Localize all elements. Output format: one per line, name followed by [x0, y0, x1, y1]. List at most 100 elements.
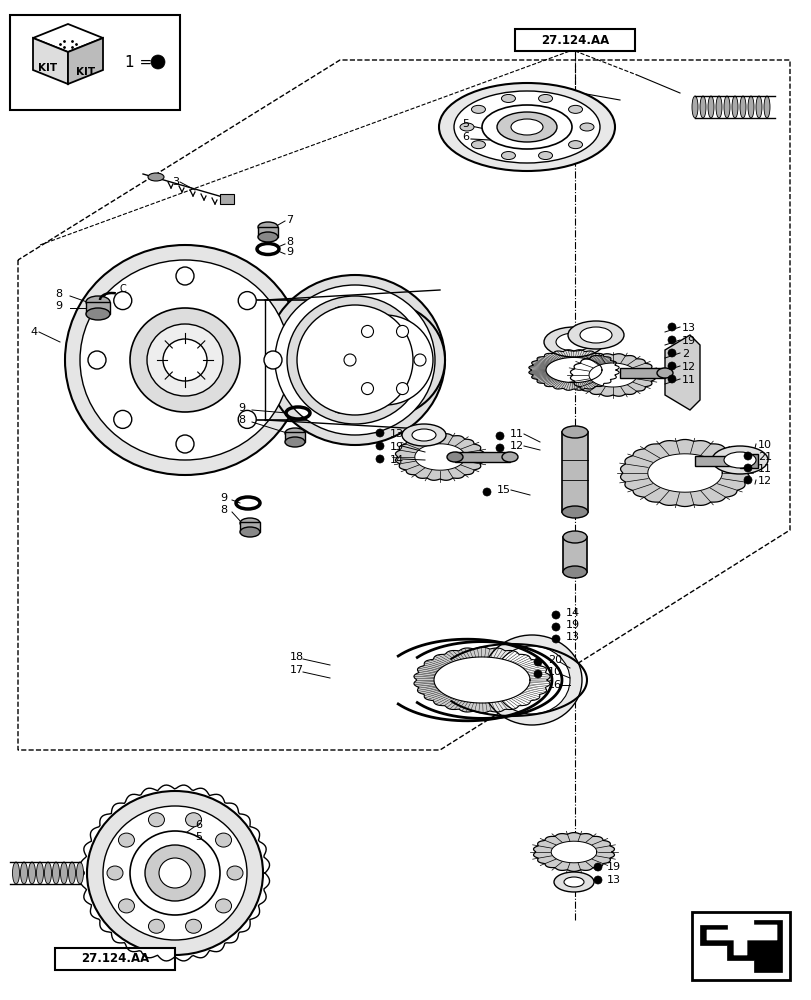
- Ellipse shape: [361, 325, 373, 337]
- Circle shape: [667, 375, 676, 383]
- Polygon shape: [414, 444, 465, 470]
- Circle shape: [551, 611, 560, 619]
- Text: 6: 6: [461, 132, 469, 142]
- Ellipse shape: [130, 308, 240, 412]
- Text: KIT: KIT: [76, 67, 96, 77]
- Ellipse shape: [482, 105, 571, 149]
- Ellipse shape: [763, 96, 769, 118]
- Bar: [620, 368, 664, 378]
- Text: 11: 11: [681, 375, 695, 385]
- Text: 5: 5: [195, 832, 202, 842]
- Ellipse shape: [579, 123, 594, 131]
- Text: 21: 21: [757, 452, 771, 462]
- Ellipse shape: [723, 96, 729, 118]
- Ellipse shape: [297, 305, 413, 415]
- Ellipse shape: [723, 452, 755, 468]
- Text: 10: 10: [547, 667, 561, 677]
- Ellipse shape: [396, 383, 408, 395]
- Circle shape: [375, 455, 384, 463]
- Bar: [240, 522, 260, 532]
- Text: 19: 19: [607, 862, 620, 872]
- Ellipse shape: [439, 83, 614, 171]
- Polygon shape: [545, 357, 601, 383]
- Polygon shape: [664, 335, 699, 410]
- Ellipse shape: [12, 862, 19, 884]
- Ellipse shape: [568, 141, 581, 149]
- Ellipse shape: [401, 424, 445, 446]
- Ellipse shape: [414, 354, 426, 366]
- Ellipse shape: [561, 426, 587, 438]
- Circle shape: [594, 876, 601, 884]
- Text: 9: 9: [285, 247, 293, 257]
- Bar: [86, 302, 109, 314]
- Text: 3: 3: [172, 177, 178, 187]
- Ellipse shape: [396, 325, 408, 337]
- Text: 8: 8: [238, 415, 245, 425]
- Ellipse shape: [332, 332, 348, 348]
- Ellipse shape: [332, 307, 348, 323]
- Polygon shape: [395, 434, 484, 480]
- Circle shape: [667, 336, 676, 344]
- Text: 16: 16: [547, 680, 561, 690]
- Ellipse shape: [107, 866, 122, 880]
- Ellipse shape: [332, 372, 348, 388]
- Ellipse shape: [538, 152, 551, 160]
- Bar: [739, 454, 757, 468]
- Text: 9: 9: [220, 493, 227, 503]
- Ellipse shape: [240, 527, 260, 537]
- Ellipse shape: [88, 351, 106, 369]
- Ellipse shape: [65, 245, 305, 475]
- Bar: [10, 15, 180, 110]
- Ellipse shape: [460, 123, 474, 131]
- Text: 8: 8: [285, 237, 293, 247]
- Circle shape: [743, 464, 751, 472]
- Ellipse shape: [215, 899, 231, 913]
- Text: 2: 2: [681, 349, 689, 359]
- Ellipse shape: [86, 296, 109, 308]
- Ellipse shape: [510, 119, 543, 135]
- Text: 18: 18: [290, 652, 304, 662]
- Circle shape: [667, 362, 676, 370]
- Ellipse shape: [501, 94, 515, 102]
- Ellipse shape: [176, 267, 194, 285]
- Ellipse shape: [493, 646, 569, 714]
- Circle shape: [551, 635, 560, 643]
- Ellipse shape: [285, 437, 305, 447]
- Text: 15: 15: [496, 485, 510, 495]
- Ellipse shape: [264, 275, 444, 445]
- Ellipse shape: [691, 96, 697, 118]
- Text: 11: 11: [757, 464, 771, 474]
- Ellipse shape: [103, 806, 247, 940]
- Polygon shape: [699, 920, 781, 972]
- Ellipse shape: [264, 351, 281, 369]
- Ellipse shape: [543, 327, 603, 357]
- Ellipse shape: [240, 518, 260, 528]
- Ellipse shape: [564, 877, 583, 887]
- Circle shape: [534, 658, 541, 666]
- Ellipse shape: [656, 368, 672, 378]
- Ellipse shape: [118, 833, 135, 847]
- Ellipse shape: [337, 315, 432, 405]
- Text: 7: 7: [285, 215, 293, 225]
- Text: 13: 13: [681, 323, 695, 333]
- Text: 19: 19: [565, 620, 579, 630]
- Ellipse shape: [118, 899, 135, 913]
- Polygon shape: [528, 350, 618, 390]
- Bar: [694, 456, 734, 466]
- Polygon shape: [533, 833, 614, 871]
- Circle shape: [743, 452, 751, 460]
- Text: 13: 13: [565, 632, 579, 642]
- Ellipse shape: [86, 308, 109, 320]
- Text: 14: 14: [565, 608, 579, 618]
- Ellipse shape: [159, 858, 191, 888]
- Text: 6: 6: [195, 820, 202, 830]
- Polygon shape: [551, 841, 596, 863]
- Text: C: C: [120, 284, 127, 294]
- Ellipse shape: [61, 862, 67, 884]
- Text: 8: 8: [55, 289, 62, 299]
- Text: 1 =: 1 =: [125, 55, 152, 70]
- Circle shape: [667, 349, 676, 357]
- Ellipse shape: [332, 397, 348, 413]
- Polygon shape: [433, 657, 530, 703]
- Ellipse shape: [53, 862, 59, 884]
